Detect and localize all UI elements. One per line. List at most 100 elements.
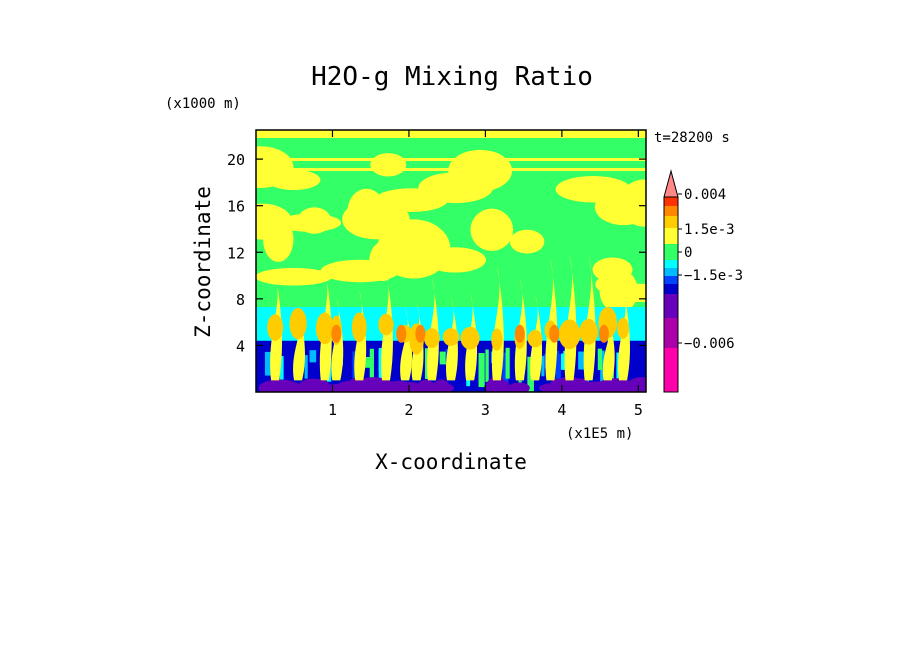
colorbar-swatch — [664, 294, 678, 318]
x-axis-label: X-coordinate — [375, 450, 527, 474]
x-tick-label: 2 — [404, 401, 413, 419]
field-plume-core-max — [396, 324, 407, 343]
field-streak — [478, 353, 485, 388]
field-plume-core — [267, 314, 284, 341]
field-patch-low — [360, 382, 391, 392]
field-streak — [505, 347, 510, 379]
colorbar-swatch — [664, 276, 678, 284]
time-label: t=28200 s — [654, 130, 730, 146]
field-patch — [256, 267, 333, 286]
field-band — [256, 158, 646, 161]
field-plume — [491, 264, 504, 381]
colorbar-swatch — [664, 197, 678, 206]
field-patch-low — [287, 383, 318, 392]
colorbar-tick-label: 1.5e-3 — [684, 222, 735, 238]
field-plume-core — [423, 328, 440, 349]
field-plume-core — [460, 326, 480, 350]
field-plume-core — [442, 328, 460, 346]
field-patch-low — [508, 382, 530, 392]
field-plume-core — [491, 328, 503, 351]
field-plume-core — [617, 317, 630, 339]
field-patch — [509, 229, 545, 254]
field-streak — [600, 350, 605, 386]
field-plume-core-max — [549, 324, 560, 343]
field-streak — [502, 352, 509, 391]
colorbar-swatch — [664, 216, 678, 228]
field-plume-core — [315, 312, 334, 345]
field-streak — [279, 356, 284, 381]
colorbar: 0.004 1.5e-3 0 −1.5e-3 −0.006 — [663, 169, 743, 393]
field-patch-low — [398, 381, 423, 392]
field-plume — [545, 258, 558, 381]
field-plume — [583, 255, 596, 381]
chart-title: H2O-g Mixing Ratio — [311, 62, 593, 92]
field-streak — [439, 351, 447, 365]
field-streak — [264, 351, 272, 376]
field-streak — [365, 357, 373, 368]
y-tick-label: 4 — [236, 337, 245, 355]
x-tick-label: 5 — [634, 401, 643, 419]
field-band — [256, 168, 646, 171]
colorbar-tick-label: 0.004 — [684, 187, 726, 203]
field-plume — [564, 254, 577, 381]
heatmap-field — [256, 130, 646, 392]
field-patch — [267, 169, 321, 191]
colorbar-swatch — [664, 228, 678, 244]
field-plume-core-max — [598, 324, 609, 343]
field-plume-core — [378, 313, 394, 336]
field-patch — [277, 213, 342, 232]
field-streak — [597, 348, 602, 370]
x-tick-label: 3 — [481, 401, 490, 419]
field-streak — [560, 353, 567, 370]
field-patch-low — [485, 379, 498, 392]
colorbar-swatch — [664, 206, 678, 216]
field-patch-low — [595, 378, 636, 392]
x-unit-label: (x1E5 m) — [566, 426, 633, 442]
field-patch — [595, 273, 637, 295]
field-patch — [256, 203, 292, 240]
y-axis: 4 8 12 16 20 — [227, 151, 646, 355]
field-streak — [309, 350, 317, 363]
field-plume-core-max — [514, 324, 525, 343]
x-tick-label: 1 — [328, 401, 337, 419]
plot-frame — [255, 129, 647, 393]
field-plume — [400, 307, 413, 381]
field-patch — [594, 188, 646, 226]
field-plume-core-max — [331, 324, 342, 343]
x-axis: 1 2 3 4 5 — [328, 130, 643, 419]
colorbar-swatch — [664, 284, 678, 294]
field-plume-core — [351, 312, 367, 343]
x-tick-label: 4 — [557, 401, 566, 419]
y-axis-label: Z-coordinate — [191, 186, 215, 338]
colorbar-tick-label: 0 — [684, 245, 692, 261]
field-plume — [293, 304, 306, 381]
colorbar-swatch — [664, 260, 678, 268]
field-plume — [602, 310, 615, 381]
field-plume-core — [558, 319, 581, 350]
colorbar-swatch — [664, 268, 678, 276]
colorbar-swatch — [664, 318, 678, 348]
y-tick-label: 8 — [236, 291, 245, 309]
field-patch — [370, 153, 407, 177]
field-patch-low — [549, 378, 567, 392]
field-band-top — [256, 130, 646, 138]
colorbar-tick-label: −1.5e-3 — [684, 268, 743, 284]
field-patch-low — [568, 378, 592, 392]
field-patch — [424, 247, 486, 273]
y-unit-label: (x1000 m) — [165, 96, 241, 112]
field-streak — [541, 356, 545, 377]
field-patch — [347, 188, 386, 234]
y-tick-label: 20 — [227, 151, 245, 169]
field-streak — [485, 349, 489, 382]
field-patch-low — [625, 377, 646, 392]
field-plume-core — [527, 330, 543, 348]
field-streak — [304, 355, 308, 379]
field-patch-low — [338, 380, 363, 392]
field-plume-core-max — [415, 324, 426, 343]
field-patch-low — [432, 379, 450, 392]
field-plume-core — [579, 318, 598, 345]
field-streak — [555, 353, 561, 380]
field-patch — [470, 208, 514, 252]
colorbar-overflow-arrow — [663, 169, 679, 198]
y-tick-label: 16 — [227, 198, 245, 216]
